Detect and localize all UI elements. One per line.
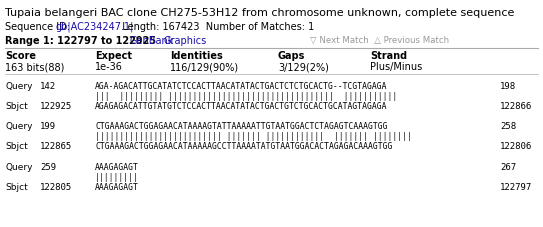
Text: 122797: 122797 [500,183,532,192]
Text: ▽ Next Match  △ Previous Match: ▽ Next Match △ Previous Match [310,36,449,45]
Text: 122925: 122925 [40,102,72,111]
Text: Expect: Expect [95,51,132,61]
Text: 122806: 122806 [500,142,532,151]
Text: |||||||||: ||||||||| [95,173,139,182]
Text: 1e-36: 1e-36 [95,62,123,72]
Text: |||||||||||||||||||||||||| ||||||| ||||||||||||  ||||||| ||||||||: |||||||||||||||||||||||||| ||||||| |||||… [95,132,412,141]
Text: Identities: Identities [170,51,223,61]
Text: Graphics: Graphics [164,36,207,46]
Text: Length: 167423  Number of Matches: 1: Length: 167423 Number of Matches: 1 [116,22,314,32]
Text: |||  ||||||||| ||||||||||||||||||||||||||||||||||  |||||||||||: ||| ||||||||| ||||||||||||||||||||||||||… [95,92,397,101]
Text: CTGAAAGACTGGAGAACATAAAAGTATTAAAAATTGTAATGGACTCTAGAGTCAAAGTGG: CTGAAAGACTGGAGAACATAAAAGTATTAAAAATTGTAAT… [95,122,388,131]
Text: AGA-AGACATTGCATATCTCCACTTAACATATACTGACTCTCTGCACTG--TCGTAGAGA: AGA-AGACATTGCATATCTCCACTTAACATATACTGACTC… [95,82,388,91]
Text: AAAGAGAGT: AAAGAGAGT [95,163,139,172]
Text: AGAGAGACATTGTATGTCTCCACTTAACATATACTGACTGTCTGCACTGCATAGTAGAGA: AGAGAGACATTGTATGTCTCCACTTAACATATACTGACTG… [95,102,388,111]
Text: Range 1: 122797 to 122925: Range 1: 122797 to 122925 [5,36,156,46]
Text: 142: 142 [40,82,56,91]
Text: Gaps: Gaps [278,51,305,61]
Text: Strand: Strand [370,51,407,61]
Text: Sbjct: Sbjct [5,102,28,111]
Text: CTGAAAGACTGGAGAACATAAAAAGCCTTAAAATATGTAATGGACACTAGAGACAAAGTGG: CTGAAAGACTGGAGAACATAAAAAGCCTTAAAATATGTAA… [95,142,393,151]
Text: 122805: 122805 [40,183,72,192]
Text: 122865: 122865 [40,142,72,151]
Text: 267: 267 [500,163,516,172]
Text: GenBank: GenBank [130,36,174,46]
Text: Score: Score [5,51,36,61]
Text: 122866: 122866 [500,102,532,111]
Text: Query: Query [5,122,33,131]
Text: Query: Query [5,82,33,91]
Text: 163 bits(88): 163 bits(88) [5,62,65,72]
Text: 258: 258 [500,122,516,131]
Text: Sequence ID:: Sequence ID: [5,22,73,32]
Text: 199: 199 [40,122,56,131]
Text: 116/129(90%): 116/129(90%) [170,62,239,72]
Text: Query: Query [5,163,33,172]
Text: Sbjct: Sbjct [5,142,28,151]
Text: AAAGAGAGT: AAAGAGAGT [95,183,139,192]
Text: 259: 259 [40,163,56,172]
Text: Tupaia belangeri BAC clone CH275-53H12 from chromosome unknown, complete sequenc: Tupaia belangeri BAC clone CH275-53H12 f… [5,8,514,18]
Text: Plus/Minus: Plus/Minus [370,62,422,72]
Text: 198: 198 [500,82,516,91]
Text: Sbjct: Sbjct [5,183,28,192]
Text: gb|AC234247.1|: gb|AC234247.1| [55,22,134,32]
Text: 3/129(2%): 3/129(2%) [278,62,329,72]
